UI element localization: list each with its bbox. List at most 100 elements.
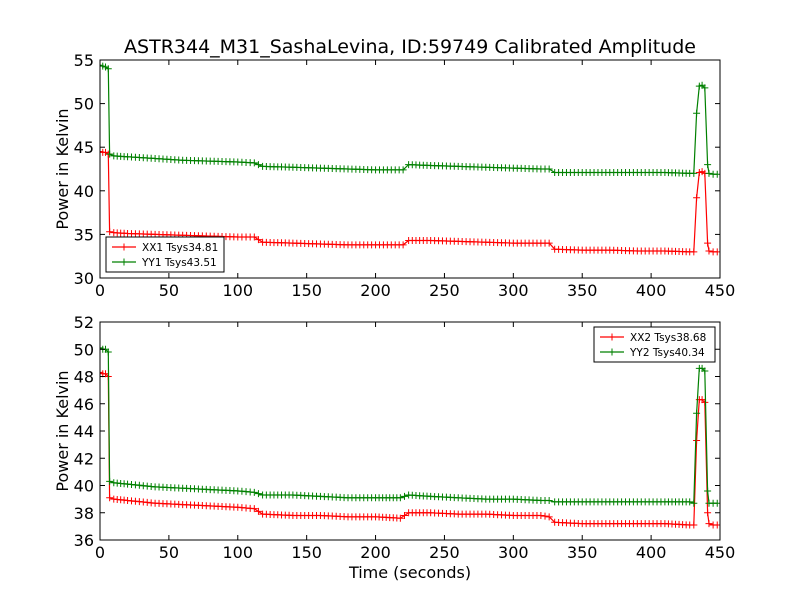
legend-entry: YY2 Tsys40.34 [629, 347, 705, 359]
y-tick-label: 45 [74, 138, 94, 157]
x-tick-label: 350 [567, 281, 598, 300]
legend-box [105, 236, 225, 273]
series-marker [250, 488, 258, 496]
series-marker [690, 521, 698, 529]
y-tick-label: 55 [74, 51, 94, 70]
series-marker [701, 398, 709, 406]
y-axis-label: Power in Kelvin [53, 370, 72, 491]
x-tick-label: 250 [429, 543, 460, 562]
series-marker [690, 499, 698, 507]
y-tick-label: 50 [74, 340, 94, 359]
y-tick-label: 36 [74, 531, 94, 550]
legend-box [593, 326, 716, 363]
x-tick-label: 100 [223, 543, 254, 562]
series-marker [693, 437, 701, 445]
series-marker [701, 84, 709, 92]
series-marker [693, 409, 701, 417]
series-marker [396, 494, 404, 502]
series-marker [400, 511, 408, 519]
x-tick-label: 400 [636, 281, 667, 300]
y-tick-label: 42 [74, 449, 94, 468]
axes-frame [99, 59, 721, 279]
series-marker [254, 236, 262, 244]
series-marker [106, 228, 114, 236]
series-marker [545, 513, 553, 521]
y-tick-label: 52 [74, 313, 94, 332]
y-axis-label: Power in Kelvin [53, 108, 72, 229]
y-tick-label: 30 [74, 269, 94, 288]
x-tick-label: 150 [291, 543, 322, 562]
series-group [100, 344, 720, 529]
x-tick-label: 0 [95, 281, 105, 300]
subplot-2: 0 50 100 150 200 250 300 350 400 450 36 38 40 42 44 46 4… [53, 313, 735, 562]
legend-marker [120, 258, 128, 266]
series-marker [705, 520, 713, 528]
y-tick-label: 38 [74, 504, 94, 523]
x-tick-label: 400 [636, 543, 667, 562]
series-marker [705, 169, 713, 177]
series-marker [250, 505, 258, 513]
series-marker [537, 511, 545, 519]
x-tick-label: 300 [498, 281, 529, 300]
x-tick-label: 450 [705, 281, 736, 300]
x-tick-label: 300 [498, 543, 529, 562]
series-marker [250, 233, 258, 241]
y-tick-label: 48 [74, 368, 94, 387]
series-marker [541, 512, 549, 520]
chart-title: ASTR344_M31_SashaLevina, ID:59749 Calibr… [124, 36, 696, 58]
series-marker [250, 159, 258, 167]
series-marker [686, 498, 694, 506]
series-marker [693, 194, 701, 202]
legend-entry: XX2 Tsys38.68 [630, 332, 706, 344]
x-tick-label: 450 [705, 543, 736, 562]
x-tick-label: 100 [223, 281, 254, 300]
series-marker [254, 161, 262, 169]
series-marker [545, 496, 553, 504]
series-marker [104, 348, 112, 356]
legend-entry: XX1 Tsys34.81 [142, 242, 218, 254]
legend: XX1 Tsys34.81 YY1 Tsys43.51 [105, 236, 225, 273]
series-marker [704, 239, 712, 247]
series-marker [693, 109, 701, 117]
series-marker [400, 492, 408, 500]
subplot-1: 0 50 100 150 200 250 300 350 400 450 30 35 40 45 50 55 P… [53, 51, 735, 300]
legend-marker [608, 348, 616, 356]
x-tick-label: 50 [159, 281, 179, 300]
series-marker [254, 490, 262, 498]
series-marker [104, 65, 112, 73]
series-marker [545, 239, 553, 247]
series-marker [704, 509, 712, 517]
x-tick-label: 0 [95, 543, 105, 562]
series-marker [106, 494, 114, 502]
x-tick-label: 250 [429, 281, 460, 300]
x-tick-label: 200 [360, 281, 391, 300]
series-marker [254, 507, 262, 515]
x-axis-label: Time (seconds) [348, 563, 471, 582]
y-tick-label: 44 [74, 422, 94, 441]
y-tick-label: 40 [74, 182, 94, 201]
y-tick-label: 40 [74, 477, 94, 496]
series-marker [106, 150, 114, 158]
series-marker [106, 477, 114, 485]
y-tick-label: 35 [74, 225, 94, 244]
series-marker [690, 248, 698, 256]
series-marker [399, 241, 407, 249]
series-marker [690, 169, 698, 177]
series-marker [704, 161, 712, 169]
y-tick-label: 46 [74, 395, 94, 414]
series-marker [705, 247, 713, 255]
legend: XX2 Tsys38.68 YY2 Tsys40.34 [593, 326, 716, 363]
legend-marker [608, 333, 616, 341]
series-group [100, 61, 720, 256]
x-tick-label: 200 [360, 543, 391, 562]
series-marker [704, 487, 712, 495]
x-tick-label: 50 [159, 543, 179, 562]
series-marker [396, 514, 404, 522]
series-marker [545, 165, 553, 173]
series-marker [701, 367, 709, 375]
x-tick-label: 150 [291, 281, 322, 300]
plots-group: 0 50 100 150 200 250 300 350 400 450303540455055P… [53, 51, 735, 562]
legend-marker [120, 243, 128, 251]
